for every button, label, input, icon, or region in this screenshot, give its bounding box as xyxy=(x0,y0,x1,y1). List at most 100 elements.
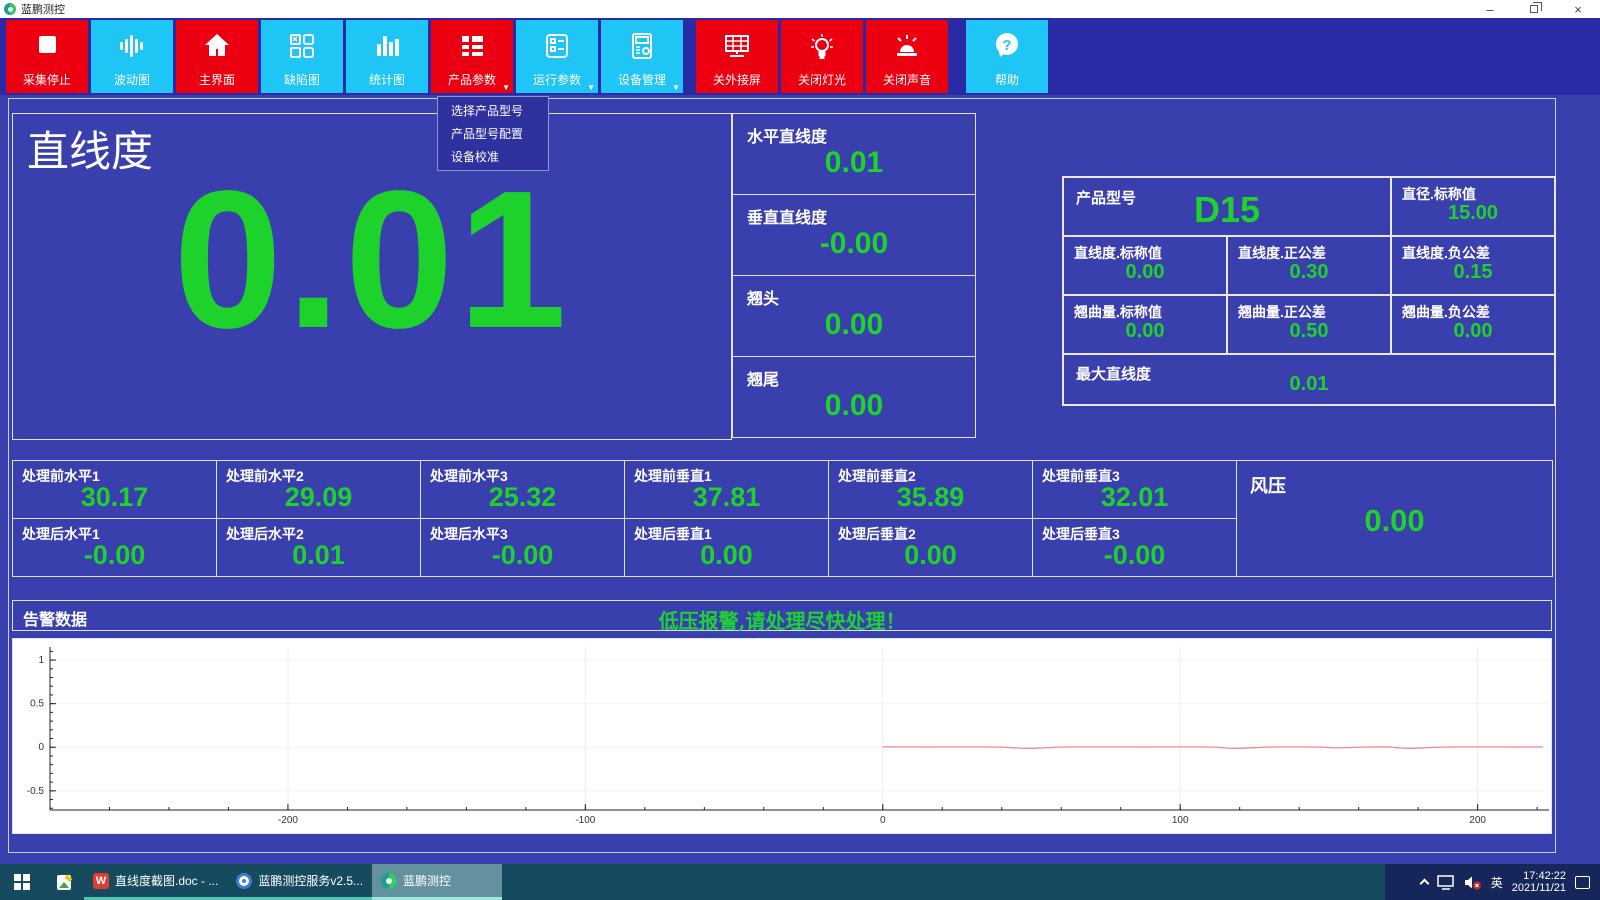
table-cell-warp-nominal: 翘曲量.标称值 0.00 xyxy=(1064,296,1226,353)
main-content: 直线度 0.01 水平直线度 0.01 垂直直线度 -0.00 翘头 0.00 … xyxy=(0,95,1600,864)
menu-item-product-model-config[interactable]: 产品型号配置 xyxy=(451,127,524,141)
table-cell-diameter-nominal: 直径.标称值 15.00 xyxy=(1392,178,1554,235)
speaker-muted-icon[interactable] xyxy=(1464,875,1482,890)
grid-cell: 处理后垂直1 0.00 xyxy=(625,519,828,576)
taskbar: W 直线度截图.doc - ... 蓝鹏测控服务v2.5... 蓝鹏测控 英 1… xyxy=(0,864,1600,900)
content-frame xyxy=(8,98,1556,853)
grid-cell: 处理后水平1 -0.00 xyxy=(13,519,216,576)
run-params-icon xyxy=(541,30,573,67)
grid-cell: 处理前垂直1 37.81 xyxy=(625,461,828,518)
grid-cell: 处理后垂直2 0.00 xyxy=(829,519,1032,576)
waveform-icon xyxy=(116,30,148,67)
svg-text:200: 200 xyxy=(1469,815,1486,826)
menu-item-select-product-model[interactable]: 选择产品型号 xyxy=(451,104,524,118)
tray-time: 17:42:22 xyxy=(1523,870,1566,882)
table-cell-straightness-minus-tol: 直线度.负公差 0.15 xyxy=(1392,237,1554,294)
svg-text:0: 0 xyxy=(880,815,886,826)
titlebar: 蓝鹏测控 – × xyxy=(0,0,1600,18)
restore-button[interactable] xyxy=(1512,0,1556,18)
wind-pressure-cell: 风压 0.00 xyxy=(1237,461,1552,576)
minimize-button[interactable]: – xyxy=(1486,1,1494,17)
table-cell-warp-plus-tol: 翘曲量.正公差 0.50 xyxy=(1228,296,1390,353)
straightness-value: 0.01 xyxy=(173,150,571,369)
siren-icon xyxy=(891,30,923,67)
notification-center-icon[interactable] xyxy=(1575,875,1590,889)
svg-text:?: ? xyxy=(1002,37,1011,54)
table-cell-straightness-nominal: 直线度.标称值 0.00 xyxy=(1064,237,1226,294)
metric-cell-vertical-straightness: 垂直直线度 -0.00 xyxy=(732,194,976,276)
toolbar-button-main-screen[interactable]: 主界面 xyxy=(176,20,258,93)
pinned-app-button[interactable] xyxy=(44,864,84,900)
help-icon: ? xyxy=(991,30,1023,67)
device-manage-icon xyxy=(626,30,658,67)
chevron-down-icon: ▼ xyxy=(502,83,510,92)
menu-item-device-calibration[interactable]: 设备校准 xyxy=(451,150,500,164)
wps-doc-icon: W xyxy=(93,872,109,889)
toolbar-button-defect-map[interactable]: 缺陷图 xyxy=(261,20,343,93)
home-icon xyxy=(201,30,233,67)
ime-indicator[interactable]: 英 xyxy=(1490,875,1503,890)
windows-logo-icon xyxy=(14,874,30,890)
external-screen-icon xyxy=(721,30,753,67)
svg-text:0: 0 xyxy=(38,742,44,753)
grid-cell: 处理前水平3 25.32 xyxy=(421,461,624,518)
tray-clock[interactable]: 17:42:22 2021/11/21 xyxy=(1512,870,1566,894)
toolbar-button-wave-chart[interactable]: 波动图 xyxy=(91,20,173,93)
alarm-message: 低压报警,请处理尽快处理！ xyxy=(658,609,906,633)
grid-cell: 处理前水平1 30.17 xyxy=(13,461,216,518)
metric-column: 水平直线度 0.01 垂直直线度 -0.00 翘头 0.00 翘尾 0.00 xyxy=(732,113,976,438)
stop-icon xyxy=(31,30,63,67)
svg-text:-200: -200 xyxy=(278,815,298,826)
chevron-down-icon: ▼ xyxy=(587,83,595,92)
table-cell-straightness-plus-tol: 直线度.正公差 0.30 xyxy=(1228,237,1390,294)
product-params-icon xyxy=(456,30,488,67)
metric-cell-horizontal-straightness: 水平直线度 0.01 xyxy=(732,113,976,195)
toolbar-button-help[interactable]: ? 帮助 xyxy=(966,20,1048,93)
task-button-lanpeng[interactable]: 蓝鹏测控 xyxy=(372,864,503,900)
start-button[interactable] xyxy=(0,864,44,900)
window-title: 蓝鹏测控 xyxy=(21,4,65,16)
toolbar-button-product-params[interactable]: 产品参数 ▼ xyxy=(431,20,513,93)
straightness-panel: 直线度 0.01 xyxy=(12,113,732,440)
svg-text:0.5: 0.5 xyxy=(30,699,44,710)
defect-map-icon xyxy=(286,30,318,67)
tray-date: 2021/11/21 xyxy=(1511,882,1566,894)
toolbar-button-external-screen-off[interactable]: 关外接屏 xyxy=(696,20,778,93)
service-app-icon xyxy=(236,872,253,889)
alarm-bar: 告警数据 低压报警,请处理尽快处理！ xyxy=(12,600,1552,633)
display-icon[interactable] xyxy=(1436,874,1455,890)
app-logo-icon xyxy=(4,3,16,15)
close-button[interactable]: × xyxy=(1574,1,1582,17)
product-model-cell: 产品型号 D15 xyxy=(1064,178,1390,235)
light-bulb-icon xyxy=(806,30,838,67)
grid-cell: 处理前垂直3 32.01 xyxy=(1033,461,1236,518)
chart-panel: -200 -100 0 100 200 -0.5 0 0.5 1 xyxy=(12,638,1552,834)
task-button-service[interactable]: 蓝鹏测控服务v2.5... xyxy=(227,864,373,900)
toolbar-button-stop-collect[interactable]: 采集停止 xyxy=(6,20,88,93)
toolbar-button-stats-chart[interactable]: 统计图 xyxy=(346,20,428,93)
alarm-trend-chart: -200 -100 0 100 200 -0.5 0 0.5 1 xyxy=(27,647,1549,826)
table-cell-warp-minus-tol: 翘曲量.负公差 0.00 xyxy=(1392,296,1554,353)
lanpeng-app-icon xyxy=(381,872,398,889)
toolbar-button-lights-off[interactable]: 关闭灯光 xyxy=(781,20,863,93)
svg-text:-100: -100 xyxy=(575,815,595,826)
tray-chevron-icon[interactable] xyxy=(1419,878,1430,889)
alarm-title: 告警数据 xyxy=(23,610,88,629)
grid-cell: 处理前垂直2 35.89 xyxy=(829,461,1032,518)
metric-cell-tail-warp: 翘尾 0.00 xyxy=(732,356,976,438)
panel-title: 直线度 xyxy=(27,127,154,176)
toolbar-button-device-manage[interactable]: 设备管理 ▼ xyxy=(601,20,683,93)
toolbar: 采集停止 波动图 主界面 缺陷图 xyxy=(0,18,1600,95)
restore-icon xyxy=(1530,2,1542,13)
task-button-doc[interactable]: W 直线度截图.doc - ... xyxy=(84,864,228,900)
grid-cell: 处理后垂直3 -0.00 xyxy=(1033,519,1236,576)
svg-text:1: 1 xyxy=(38,655,44,666)
product-params-menu: 选择产品型号 产品型号配置 设备校准 xyxy=(437,96,549,171)
toolbar-button-run-params[interactable]: 运行参数 ▼ xyxy=(516,20,598,93)
grid-cell: 处理前水平2 29.09 xyxy=(217,461,420,518)
system-tray: 英 17:42:22 2021/11/21 xyxy=(1385,864,1600,900)
toolbar-button-sound-off[interactable]: 关闭声音 xyxy=(866,20,948,93)
chevron-down-icon: ▼ xyxy=(672,83,680,92)
data-grid: 处理前水平1 30.17 处理前水平2 29.09 处理前水平3 25.32 处理前垂… xyxy=(12,460,1553,577)
